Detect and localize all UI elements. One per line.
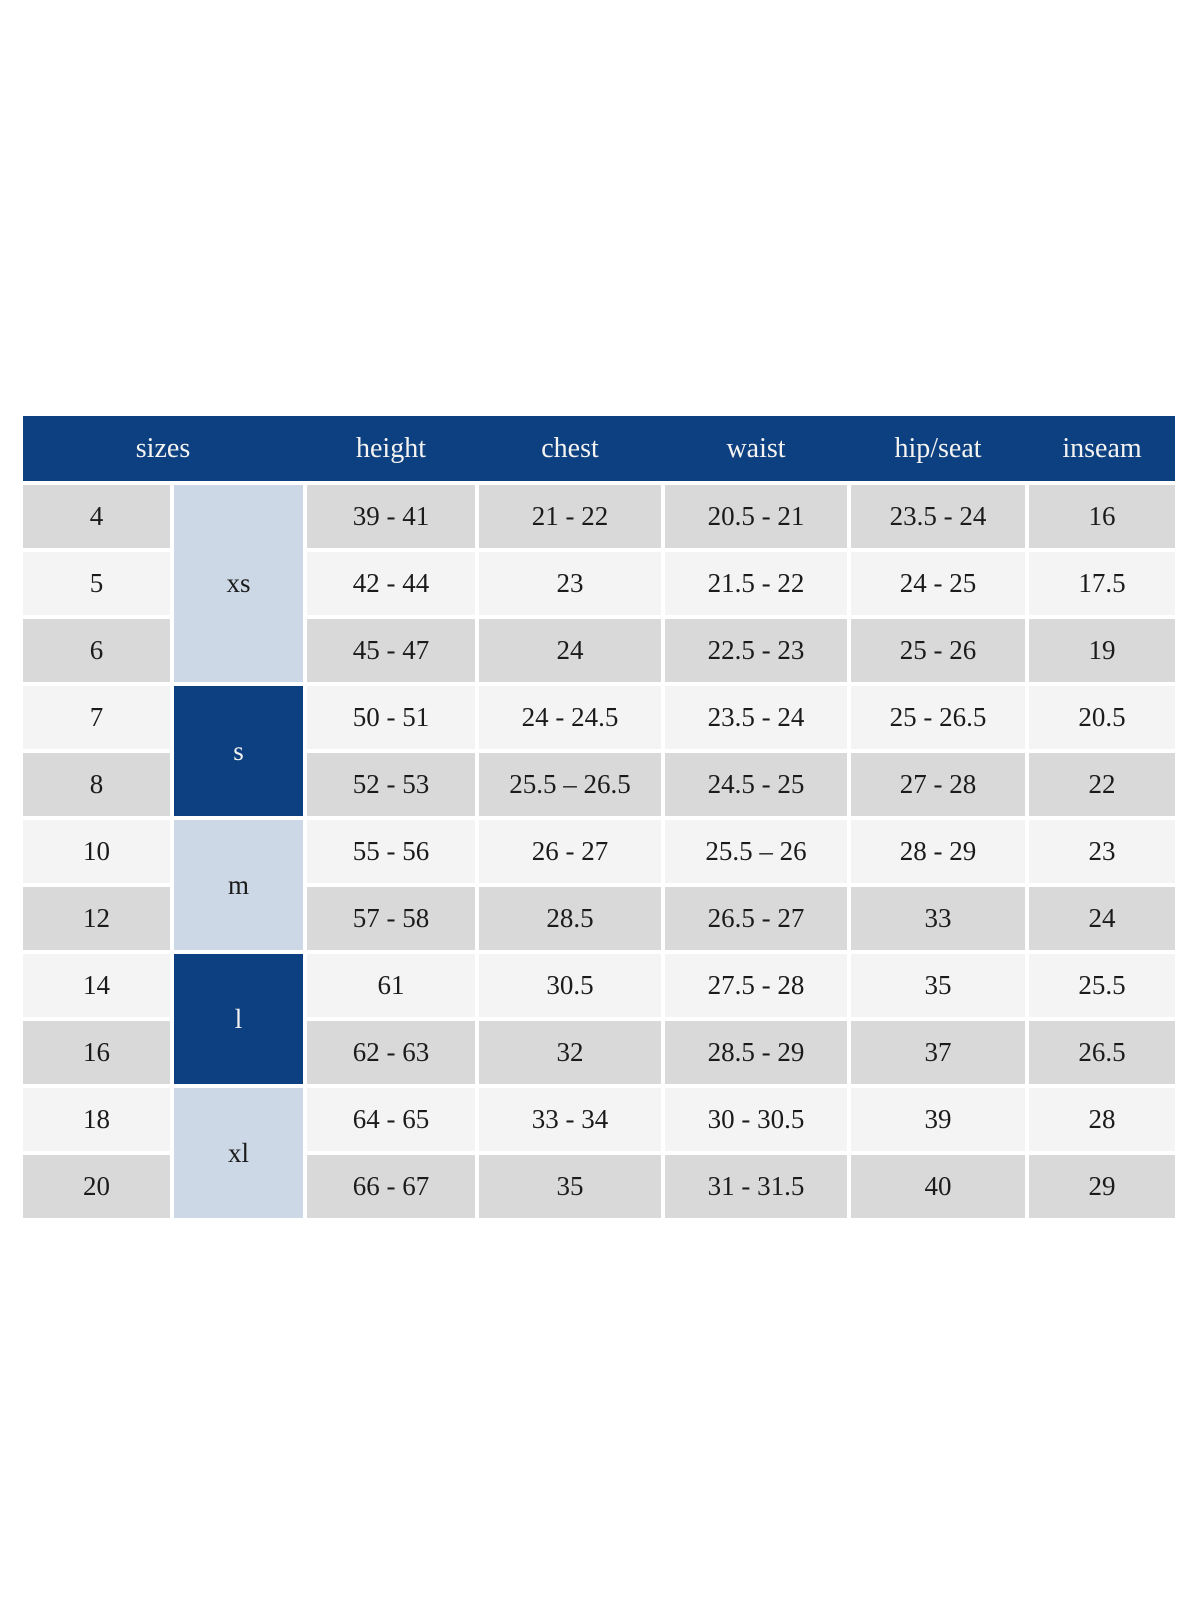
size-cell: 14	[23, 954, 170, 1017]
chest-cell: 35	[479, 1155, 661, 1218]
size-group-cell-xl: xl	[174, 1088, 303, 1218]
chest-cell: 26 - 27	[479, 820, 661, 883]
height-cell: 57 - 58	[307, 887, 475, 950]
hipseat-cell: 23.5 - 24	[851, 485, 1025, 548]
header-cell-waist: waist	[726, 432, 786, 464]
size-cell: 18	[23, 1088, 170, 1151]
waist-cell: 28.5 - 29	[665, 1021, 847, 1084]
inseam-cell: 25.5	[1029, 954, 1175, 1017]
inseam-cell: 24	[1029, 887, 1175, 950]
size-group-cell-l: l	[174, 954, 303, 1084]
size-cell: 7	[23, 686, 170, 749]
hipseat-cell: 39	[851, 1088, 1025, 1151]
waist-cell: 20.5 - 21	[665, 485, 847, 548]
chest-cell: 24	[479, 619, 661, 682]
size-cell: 20	[23, 1155, 170, 1218]
inseam-cell: 20.5	[1029, 686, 1175, 749]
waist-cell: 26.5 - 27	[665, 887, 847, 950]
hipseat-cell: 28 - 29	[851, 820, 1025, 883]
table-header-row: sizes height chest waist hip/seat inseam	[23, 416, 1175, 481]
hipseat-cell: 25 - 26.5	[851, 686, 1025, 749]
header-cell-height: height	[356, 432, 426, 464]
inseam-cell: 16	[1029, 485, 1175, 548]
waist-cell: 23.5 - 24	[665, 686, 847, 749]
chest-cell: 25.5 – 26.5	[479, 753, 661, 816]
inseam-cell: 29	[1029, 1155, 1175, 1218]
chest-cell: 21 - 22	[479, 485, 661, 548]
inseam-cell: 23	[1029, 820, 1175, 883]
hipseat-cell: 40	[851, 1155, 1025, 1218]
waist-cell: 22.5 - 23	[665, 619, 847, 682]
inseam-cell: 28	[1029, 1088, 1175, 1151]
size-cell: 8	[23, 753, 170, 816]
chest-cell: 28.5	[479, 887, 661, 950]
inseam-cell: 22	[1029, 753, 1175, 816]
hipseat-cell: 25 - 26	[851, 619, 1025, 682]
header-cell-chest: chest	[541, 432, 599, 464]
size-group-cell-xs: xs	[174, 485, 303, 682]
size-chart-table: sizes height chest waist hip/seat inseam…	[23, 416, 1175, 1218]
chest-cell: 24 - 24.5	[479, 686, 661, 749]
header-cell-hipseat: hip/seat	[894, 432, 982, 464]
waist-cell: 25.5 – 26	[665, 820, 847, 883]
size-cell: 5	[23, 552, 170, 615]
height-cell: 52 - 53	[307, 753, 475, 816]
size-cell: 4	[23, 485, 170, 548]
inseam-cell: 26.5	[1029, 1021, 1175, 1084]
height-cell: 64 - 65	[307, 1088, 475, 1151]
size-cell: 6	[23, 619, 170, 682]
height-cell: 39 - 41	[307, 485, 475, 548]
waist-cell: 30 - 30.5	[665, 1088, 847, 1151]
inseam-cell: 19	[1029, 619, 1175, 682]
hipseat-cell: 37	[851, 1021, 1025, 1084]
height-cell: 55 - 56	[307, 820, 475, 883]
chest-cell: 23	[479, 552, 661, 615]
height-cell: 62 - 63	[307, 1021, 475, 1084]
chest-cell: 32	[479, 1021, 661, 1084]
chest-cell: 30.5	[479, 954, 661, 1017]
height-cell: 66 - 67	[307, 1155, 475, 1218]
height-cell: 42 - 44	[307, 552, 475, 615]
waist-cell: 21.5 - 22	[665, 552, 847, 615]
hipseat-cell: 35	[851, 954, 1025, 1017]
size-group-cell-m: m	[174, 820, 303, 950]
inseam-cell: 17.5	[1029, 552, 1175, 615]
waist-cell: 27.5 - 28	[665, 954, 847, 1017]
height-cell: 45 - 47	[307, 619, 475, 682]
header-cell-sizes: sizes	[135, 432, 191, 464]
waist-cell: 24.5 - 25	[665, 753, 847, 816]
size-cell: 16	[23, 1021, 170, 1084]
hipseat-cell: 27 - 28	[851, 753, 1025, 816]
waist-cell: 31 - 31.5	[665, 1155, 847, 1218]
height-cell: 50 - 51	[307, 686, 475, 749]
header-cell-inseam: inseam	[1062, 432, 1142, 464]
size-group-cell-s: s	[174, 686, 303, 816]
height-cell: 61	[307, 954, 475, 1017]
hipseat-cell: 24 - 25	[851, 552, 1025, 615]
size-cell: 10	[23, 820, 170, 883]
hipseat-cell: 33	[851, 887, 1025, 950]
chest-cell: 33 - 34	[479, 1088, 661, 1151]
size-cell: 12	[23, 887, 170, 950]
